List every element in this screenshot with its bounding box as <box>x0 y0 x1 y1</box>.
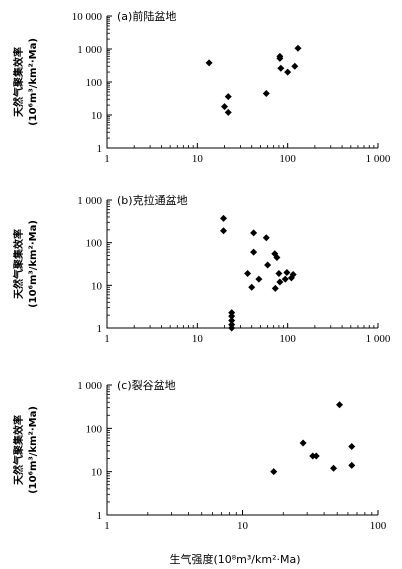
data-point <box>312 452 320 460</box>
y-tick-label: 1 <box>97 510 103 522</box>
data-point <box>228 324 236 332</box>
data-point <box>271 250 279 258</box>
x-tick-label: 10 <box>192 333 204 345</box>
data-point <box>277 64 285 72</box>
y-tick-label: 1 000 <box>77 380 102 392</box>
y-axis-unit-label: (10⁶m³/km²·Ma) <box>28 38 39 126</box>
x-tick-label: 1 <box>104 520 110 532</box>
x-tick-label: 1 <box>104 153 110 165</box>
x-tick-label: 1 <box>104 333 110 345</box>
data-point <box>276 278 284 286</box>
y-axis-unit-label: (10⁶m³/km²·Ma) <box>28 220 39 308</box>
data-point <box>348 461 356 469</box>
y-axis-label: 天然气聚集效率 <box>12 229 25 299</box>
data-point <box>275 269 283 277</box>
x-tick-label: 10 <box>192 153 204 165</box>
x-tick-label: 1 000 <box>366 153 391 165</box>
data-point <box>205 59 213 67</box>
data-point <box>248 283 256 291</box>
panel-title: (a)前陆盆地 <box>117 9 176 23</box>
data-point <box>224 108 232 116</box>
y-tick-label: 1 000 <box>77 44 102 56</box>
data-point <box>228 312 236 320</box>
data-point <box>299 439 307 447</box>
data-point <box>220 227 228 235</box>
data-point <box>250 248 258 256</box>
data-point <box>221 103 229 111</box>
data-point <box>289 270 297 278</box>
data-point <box>291 62 299 70</box>
axis-lines <box>106 200 378 329</box>
y-axis-label: 天然气聚集效率 <box>12 415 25 485</box>
data-point <box>228 309 236 317</box>
data-point <box>283 268 291 276</box>
data-point <box>281 275 289 283</box>
y-axis-label: 天然气聚集效率 <box>12 47 25 117</box>
y-tick-label: 10 <box>91 110 103 122</box>
x-tick-label: 100 <box>370 520 387 532</box>
shared-x-axis-label: 生气强度(10⁸m³/km²·Ma) <box>169 552 300 566</box>
y-tick-label: 1 000 <box>77 195 102 207</box>
axis-lines <box>106 16 378 149</box>
data-point <box>270 468 278 476</box>
y-axis-unit-label: (10⁶m³/km²·Ma) <box>28 406 39 494</box>
chart-panel-a: 1 10 100 1 000 10 000 1 10 100 1 000 (a)前陆盆地天然气聚集… <box>12 9 391 165</box>
x-tick-label: 10 <box>237 520 249 532</box>
data-point <box>250 229 258 237</box>
data-point <box>262 234 270 242</box>
data-point <box>244 269 252 277</box>
data-point <box>284 68 292 76</box>
x-tick-label: 100 <box>279 333 296 345</box>
y-tick-label: 1 <box>97 143 103 155</box>
y-tick-label: 10 <box>91 280 103 292</box>
data-point <box>255 275 263 283</box>
x-tick-label: 100 <box>279 153 296 165</box>
data-point <box>271 284 279 292</box>
data-point <box>264 261 272 269</box>
y-tick-label: 100 <box>86 77 103 89</box>
data-point <box>348 443 356 451</box>
data-point <box>228 316 236 324</box>
data-point <box>224 93 232 101</box>
data-point <box>330 464 338 472</box>
y-tick-label: 10 000 <box>72 11 103 23</box>
panel-title: (b)克拉通盆地 <box>117 193 188 207</box>
data-point <box>220 214 228 222</box>
data-point <box>276 54 284 62</box>
x-tick-label: 1 000 <box>366 333 391 345</box>
y-tick-label: 10 <box>91 467 103 479</box>
data-point <box>262 89 270 97</box>
data-point <box>336 401 344 409</box>
y-tick-label: 100 <box>86 423 103 435</box>
y-tick-label: 100 <box>86 238 103 250</box>
data-point <box>294 44 302 52</box>
panel-title: (c)裂谷盆地 <box>117 378 176 392</box>
data-point <box>273 253 281 261</box>
y-tick-label: 1 <box>97 323 103 335</box>
